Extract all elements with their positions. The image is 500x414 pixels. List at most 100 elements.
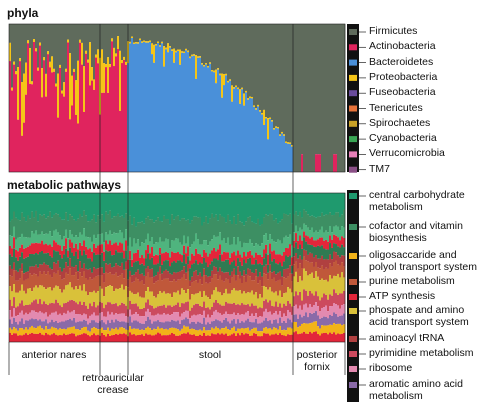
- pathway-sample-bar: [9, 332, 12, 342]
- pathway-sample-bar: [145, 320, 148, 329]
- phyla-sample-bar: [39, 45, 42, 172]
- pathway-sample-bar: [87, 193, 90, 222]
- pathway-sample-bar: [337, 212, 340, 227]
- pathway-sample-bar: [123, 333, 126, 342]
- pathway-sample-bar: [9, 265, 12, 276]
- phyla-sample-bar: [285, 24, 288, 142]
- pathway-sample-bar: [125, 250, 128, 262]
- pathway-sample-bar: [129, 193, 132, 216]
- pathway-sample-bar: [173, 240, 176, 253]
- pathway-sample-bar: [135, 335, 138, 342]
- pathway-sample-bar: [65, 285, 68, 303]
- pathway-sample-bar: [293, 193, 296, 215]
- legend-swatch: [349, 105, 357, 112]
- pathway-sample-bar: [253, 246, 256, 258]
- pathway-sample-bar: [109, 263, 112, 273]
- pathway-sample-bar: [327, 325, 330, 335]
- pathway-sample-bar: [325, 267, 328, 280]
- pathway-sample-bar: [163, 313, 166, 323]
- pathway-sample-bar: [315, 230, 318, 241]
- phyla-sample-bar: [187, 52, 190, 172]
- pathway-sample-bar: [193, 314, 196, 322]
- phyla-sample-bar: [271, 24, 274, 121]
- pathway-sample-bar: [85, 236, 88, 247]
- pathway-sample-bar: [289, 319, 292, 328]
- pathway-sample-bar: [235, 280, 238, 291]
- phyla-sample-bar: [73, 68, 76, 72]
- pathway-sample-bar: [233, 251, 236, 261]
- pathway-sample-bar: [33, 193, 36, 218]
- pathway-sample-bar: [343, 193, 346, 210]
- pathway-sample-bar: [121, 284, 124, 303]
- pathway-sample-bar: [321, 265, 324, 279]
- pathway-sample-bar: [97, 291, 100, 306]
- pathway-sample-bar: [271, 251, 274, 262]
- pathway-sample-bar: [241, 275, 244, 283]
- phyla-sample-bar: [25, 62, 28, 95]
- pathway-sample-bar: [179, 220, 182, 243]
- pathway-sample-bar: [201, 256, 204, 264]
- pathway-sample-bar: [291, 281, 294, 293]
- pathway-sample-bar: [15, 239, 18, 250]
- pathway-sample-bar: [339, 216, 342, 231]
- pathway-sample-bar: [69, 230, 72, 240]
- pathway-sample-bar: [325, 239, 328, 250]
- pathway-sample-bar: [275, 327, 278, 334]
- phyla-sample-bar: [317, 24, 320, 155]
- pathway-sample-bar: [97, 215, 100, 235]
- pathway-sample-bar: [125, 193, 128, 214]
- pathway-sample-bar: [227, 237, 230, 253]
- pathway-sample-bar: [9, 245, 12, 255]
- phyla-sample-bar: [309, 24, 312, 172]
- pathway-sample-bar: [143, 316, 146, 324]
- phyla-sample-bar: [171, 50, 174, 172]
- pathway-sample-bar: [303, 237, 306, 250]
- phyla-sample-bar: [185, 48, 188, 51]
- pathway-sample-bar: [85, 333, 88, 342]
- pathway-sample-bar: [175, 262, 178, 273]
- pathway-sample-bar: [279, 290, 282, 304]
- pathway-sample-bar: [303, 223, 306, 232]
- pathway-sample-bar: [121, 321, 124, 328]
- pathway-sample-bar: [139, 193, 142, 223]
- pathway-sample-bar: [129, 270, 132, 277]
- pathway-sample-bar: [237, 237, 240, 251]
- pathway-sample-bar: [305, 193, 308, 212]
- pathway-sample-bar: [165, 278, 168, 294]
- legend-label: aminoacyl tRNA: [369, 332, 445, 344]
- pathway-sample-bar: [123, 217, 126, 239]
- pathway-sample-bar: [23, 248, 26, 259]
- pathway-sample-bar: [269, 193, 272, 214]
- pathway-sample-bar: [321, 245, 324, 256]
- pathway-sample-bar: [109, 240, 112, 251]
- phyla-sample-bar: [223, 85, 226, 172]
- pathway-sample-bar: [109, 230, 112, 241]
- phyla-sample-bar: [237, 87, 240, 90]
- pathway-sample-bar: [147, 266, 150, 273]
- pathway-sample-bar: [279, 317, 282, 327]
- pathway-sample-bar: [323, 240, 326, 249]
- phyla-sample-bar: [269, 117, 272, 120]
- pathway-sample-bar: [159, 305, 162, 315]
- pathway-sample-bar: [75, 251, 78, 266]
- pathway-sample-bar: [153, 276, 156, 284]
- phyla-sample-bar: [171, 49, 174, 51]
- pathway-sample-bar: [263, 235, 266, 250]
- pathway-sample-bar: [89, 268, 92, 278]
- phyla-sample-bar: [59, 64, 62, 68]
- phyla-sample-bar: [209, 63, 212, 172]
- pathway-sample-bar: [259, 323, 262, 332]
- legend-label: Cyanobacteria: [369, 132, 437, 145]
- pathway-sample-bar: [133, 328, 136, 335]
- pathway-sample-bar: [283, 213, 286, 238]
- pathway-sample-bar: [161, 221, 164, 242]
- phyla-sample-bar: [249, 96, 252, 99]
- pathway-sample-bar: [307, 323, 310, 334]
- pathway-sample-bar: [323, 307, 326, 317]
- pathway-sample-bar: [245, 320, 248, 329]
- pathway-sample-bar: [121, 334, 124, 342]
- pathway-sample-bar: [293, 276, 296, 297]
- pathway-sample-bar: [201, 315, 204, 324]
- pathway-sample-bar: [23, 193, 26, 218]
- pathway-sample-bar: [343, 209, 346, 228]
